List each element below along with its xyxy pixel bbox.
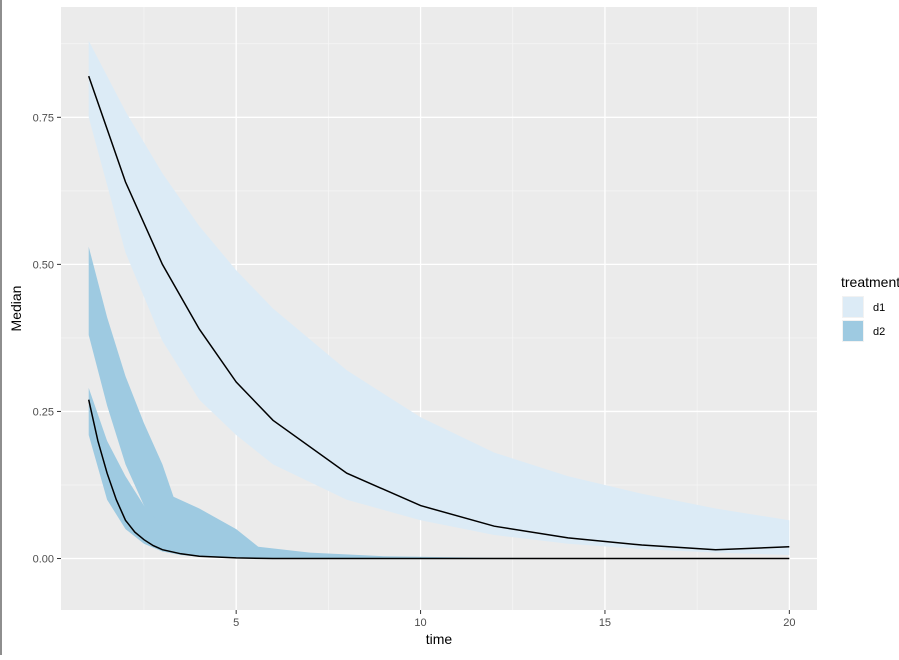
legend: treatment d1 d2 — [841, 274, 899, 342]
y-tick-label: 0.25 — [33, 406, 54, 418]
y-axis: 0.00 0.25 0.50 0.75 — [33, 112, 61, 566]
median-line-d1 — [87, 75, 790, 551]
legend-title: treatment — [841, 274, 899, 290]
ribbon-d1 — [88, 40, 790, 556]
y-tick-label: 0.75 — [33, 112, 54, 124]
x-tick-label: 10 — [414, 617, 426, 629]
median-lines — [87, 75, 790, 560]
grid-minor — [61, 7, 817, 610]
legend-label-d1: d1 — [873, 302, 885, 314]
y-tick-label: 0.00 — [33, 554, 54, 566]
y-tick-label: 0.50 — [33, 259, 54, 271]
median-line-d2 — [87, 399, 790, 560]
x-tick-label: 5 — [233, 617, 239, 629]
ribbon-d2-1 — [88, 246, 174, 541]
ribbon-d2-2 — [88, 387, 790, 559]
x-tick-label: 15 — [599, 617, 611, 629]
ribbons — [88, 40, 790, 559]
x-axis-label: time — [426, 631, 453, 647]
y-axis-label: Median — [8, 286, 24, 332]
x-axis: 5 10 15 20 — [233, 610, 795, 629]
window-edge — [0, 0, 2, 655]
x-tick-label: 20 — [783, 617, 795, 629]
legend-swatch-d1 — [843, 297, 863, 317]
legend-label-d2: d2 — [873, 326, 885, 338]
legend-swatch-d2 — [843, 321, 863, 341]
ribbon-d2-3 — [173, 496, 790, 559]
